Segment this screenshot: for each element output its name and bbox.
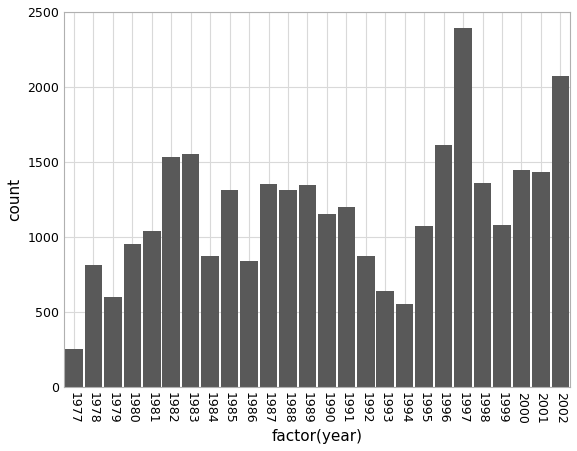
Y-axis label: count: count [7,178,22,221]
Bar [532,172,550,387]
Bar [318,214,336,387]
Bar [299,185,316,387]
Bar [552,76,569,387]
Bar [279,189,297,387]
Bar [163,156,180,387]
Bar [513,170,530,387]
Bar [260,184,278,387]
Bar [493,225,511,387]
Bar [123,244,141,387]
Bar [396,304,414,387]
Bar [85,265,102,387]
X-axis label: factor(year): factor(year) [272,429,363,444]
Bar [474,183,491,387]
Bar [65,349,83,387]
Bar [338,207,355,387]
Bar [143,231,160,387]
Bar [182,154,200,387]
Bar [221,190,238,387]
Bar [240,261,258,387]
Bar [435,145,452,387]
Bar [415,226,433,387]
Bar [454,28,472,387]
Bar [104,297,122,387]
Bar [376,291,394,387]
Bar [201,256,219,387]
Bar [357,256,374,387]
